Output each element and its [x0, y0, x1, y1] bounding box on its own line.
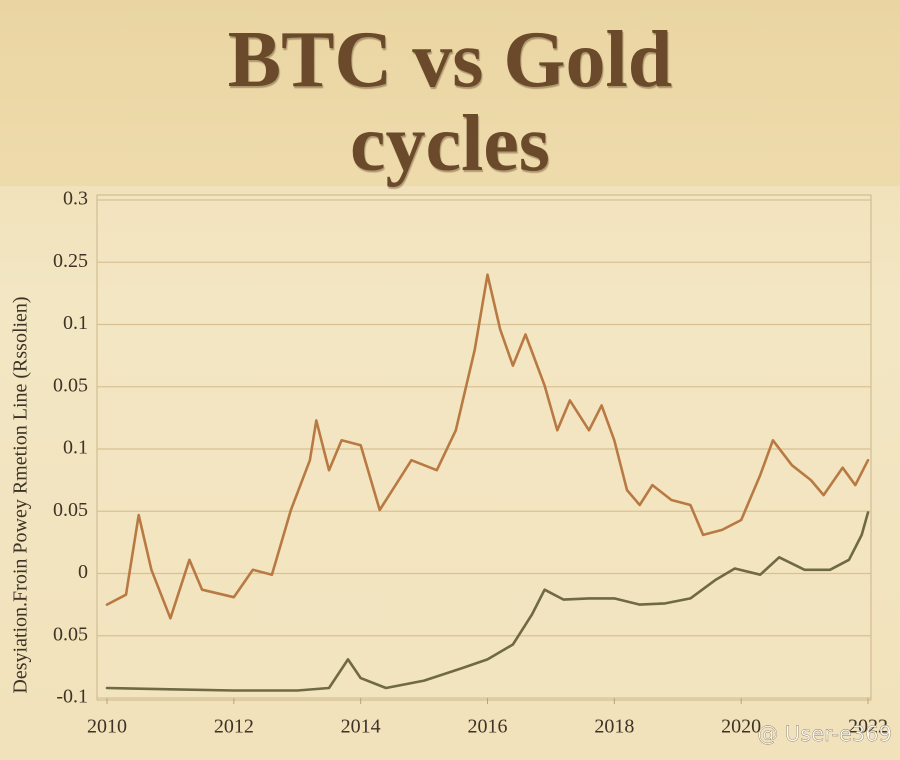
y-tick-label: -0.1 [56, 686, 88, 708]
watermark: @ User-e369 [757, 722, 892, 746]
y-tick-label: 0.3 [63, 188, 88, 210]
y-tick-label: 0 [78, 561, 88, 583]
x-tick-label: 2010 [87, 716, 127, 738]
series-line [105, 273, 870, 620]
plot-area [96, 194, 872, 701]
y-tick-label: 0.05 [53, 623, 88, 645]
x-tick-label: 2022 [848, 716, 888, 738]
x-tick-label: 2018 [594, 716, 634, 738]
y-tick-label: 0.05 [53, 374, 88, 396]
y-tick-label: 0.25 [53, 250, 88, 272]
chart-title: BTC vs Gold cycles [227, 16, 673, 188]
y-axis-label: Desyiation.Froin Powey Rmetion Line (Rss… [10, 296, 32, 693]
header-band [0, 0, 900, 186]
x-tick-label: 2014 [341, 716, 381, 738]
x-tick-label: 2016 [468, 716, 508, 738]
x-tick-label: 2012 [214, 716, 254, 738]
y-tick-label: 0.1 [63, 312, 88, 334]
y-tick-label: 0.05 [53, 499, 88, 521]
x-tick-label: 2020 [721, 716, 761, 738]
y-tick-label: 0.1 [63, 437, 88, 459]
series-line [105, 511, 870, 692]
